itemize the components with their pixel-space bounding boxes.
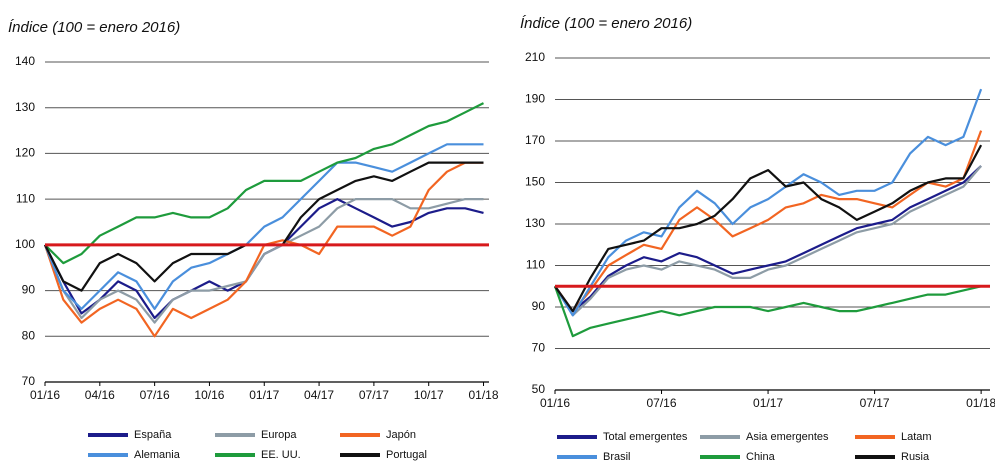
y-tick-label: 70 [532, 341, 546, 355]
chart-title: Índice (100 = enero 2016) [8, 19, 180, 36]
y-tick-label: 150 [525, 175, 545, 189]
x-tick-label: 07/16 [140, 388, 170, 402]
legend-label: Asia emergentes [746, 431, 829, 443]
y-tick-label: 130 [15, 100, 35, 114]
x-tick-label: 01/17 [249, 388, 279, 402]
x-tick-label: 01/18 [966, 396, 995, 410]
x-tick-label: 04/17 [304, 388, 334, 402]
y-tick-label: 120 [15, 146, 35, 160]
legend-label: Japón [386, 429, 416, 441]
y-tick-label: 80 [22, 328, 36, 342]
legend-label: Alemania [134, 449, 181, 461]
legend-label: Latam [901, 431, 932, 443]
series-line [43, 198, 484, 324]
x-tick-label: 07/17 [860, 396, 890, 410]
series-line [44, 102, 484, 265]
legend-label: EE. UU. [261, 449, 301, 461]
x-tick-label: 01/17 [753, 396, 783, 410]
y-tick-label: 140 [15, 54, 35, 68]
x-tick-label: 07/17 [359, 388, 389, 402]
series-line [553, 285, 982, 338]
chart-title: Índice (100 = enero 2016) [520, 15, 692, 32]
y-tick-label: 110 [526, 258, 545, 272]
legend-label: Brasil [603, 451, 631, 463]
y-tick-label: 50 [532, 382, 546, 396]
series-line [554, 165, 982, 313]
y-tick-label: 90 [532, 299, 546, 313]
x-tick-label: 01/16 [30, 388, 60, 402]
series-line [554, 144, 983, 313]
series-line [554, 130, 983, 313]
legend-label: España [134, 429, 172, 441]
legend-label: Portugal [386, 449, 427, 461]
x-tick-label: 01/16 [540, 396, 570, 410]
y-tick-label: 170 [525, 133, 545, 147]
x-tick-label: 01/18 [469, 388, 499, 402]
x-tick-label: 04/16 [85, 388, 115, 402]
y-tick-label: 90 [22, 283, 36, 297]
y-tick-label: 70 [22, 374, 36, 388]
legend-label: Europa [261, 429, 297, 441]
y-tick-label: 130 [525, 216, 545, 230]
series-line [554, 88, 983, 317]
x-tick-label: 07/16 [647, 396, 677, 410]
legend-label: Total emergentes [603, 431, 688, 443]
series-line [43, 161, 484, 338]
x-tick-label: 10/16 [194, 388, 224, 402]
y-tick-label: 100 [15, 237, 35, 251]
y-tick-label: 210 [525, 50, 545, 64]
legend-label: Rusia [901, 451, 930, 463]
legend-label: China [746, 451, 776, 463]
series-line [554, 165, 982, 317]
x-tick-label: 10/17 [414, 388, 444, 402]
y-tick-label: 110 [16, 191, 35, 205]
series-line [43, 143, 484, 310]
y-tick-label: 190 [525, 92, 545, 106]
